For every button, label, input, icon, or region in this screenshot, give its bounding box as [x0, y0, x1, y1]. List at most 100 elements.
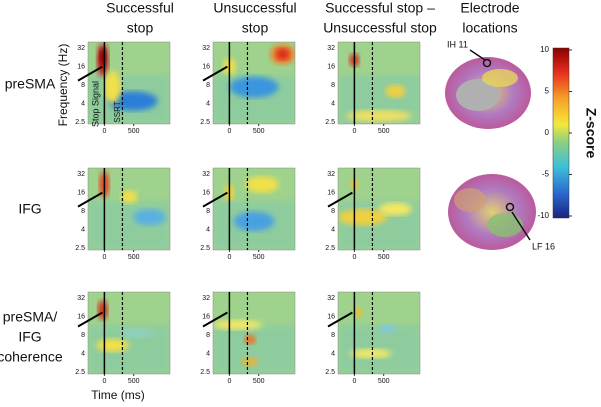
y-tick-label: 4: [81, 226, 85, 233]
y-tick-label: 16: [327, 189, 335, 196]
y-tick-label: 4: [206, 226, 210, 233]
arrow: [77, 311, 103, 328]
x-tick-label: 0: [102, 378, 106, 385]
y-tick-label: 16: [202, 63, 210, 70]
electrode-label: IH 11: [447, 39, 468, 49]
y-tick-label: 2.5: [325, 119, 335, 126]
y-tick-label: 8: [206, 208, 210, 215]
y-tick-label: 2.5: [75, 369, 85, 376]
x-tick-label: 500: [128, 378, 140, 385]
y-tick-label: 4: [331, 350, 335, 357]
panel-shade: [213, 324, 295, 374]
y-tick-label: 16: [202, 189, 210, 196]
y-tick-label: 8: [331, 208, 335, 215]
ssrt-label: SSRT: [113, 101, 122, 122]
activity-blob: [108, 91, 158, 111]
activity-blob: [133, 209, 166, 226]
x-tick-label: 500: [253, 128, 265, 135]
y-tick-label: 8: [331, 82, 335, 89]
arrow: [77, 65, 103, 82]
x-tick-label: 500: [128, 254, 140, 261]
y-tick-label: 4: [331, 100, 335, 107]
x-tick-label: 0: [227, 378, 231, 385]
panel-content: [338, 168, 420, 250]
panel-frame: [87, 41, 171, 125]
spectrogram-panel: 32 16 8 4 2.5 0 500: [200, 291, 296, 385]
arrow: [202, 191, 228, 208]
x-tick-label: 500: [253, 378, 265, 385]
panel-content: [338, 42, 420, 124]
panel-frame: [212, 41, 296, 125]
spectrogram-panel: 32 16 8 4 2.5 0 500: [325, 41, 421, 135]
colorbar-tick-label: -5: [542, 170, 550, 179]
column-title: stop: [242, 20, 269, 36]
activity-blob: [213, 319, 263, 330]
x-tick-label: 500: [378, 254, 390, 261]
y-tick-label: 4: [206, 350, 210, 357]
y-tick-label: 32: [327, 45, 335, 52]
y-tick-label: 32: [202, 295, 210, 302]
y-tick-label: 32: [327, 295, 335, 302]
activity-blob: [241, 357, 259, 366]
y-tick-label: 16: [327, 313, 335, 320]
y-tick-label: 32: [327, 171, 335, 178]
y-tick-label: 16: [202, 313, 210, 320]
x-tick-label: 0: [102, 254, 106, 261]
y-tick-label: 32: [77, 45, 85, 52]
y-tick-label: 2.5: [325, 245, 335, 252]
activity-blob: [350, 348, 392, 359]
colorbar-label: Z-score: [583, 108, 599, 159]
activity-blob: [379, 202, 412, 216]
y-tick-label: 32: [77, 295, 85, 302]
spectrogram-panel: 32 16 8 4 2.5 0 500: [200, 167, 296, 261]
x-tick-label: 500: [128, 128, 140, 135]
brain-lateral: [448, 174, 536, 250]
panel-content: [213, 168, 295, 250]
colorbar-tick-label: -10: [537, 211, 549, 220]
y-tick-label: 16: [77, 189, 85, 196]
y-tick-label: 16: [327, 63, 335, 70]
panel-content: [213, 292, 295, 374]
colorbar-tick-label: 5: [545, 87, 550, 96]
activity-blob: [120, 190, 138, 204]
spectrogram-panel: 32 16 8 4 2.5 0 500: [200, 41, 296, 135]
panel-frame: [212, 291, 296, 375]
y-axis-label: Frequency (Hz): [56, 44, 70, 127]
panel-frame: [337, 167, 421, 251]
spectrogram-panel: 32 16 8 4 2.5 0 500: [325, 167, 421, 261]
activity-blob: [97, 300, 108, 320]
column-title: Electrode: [460, 0, 519, 16]
panel-content: [88, 292, 170, 374]
y-tick-label: 8: [81, 332, 85, 339]
activity-blob: [276, 48, 290, 61]
activity-blob: [385, 84, 406, 98]
spectrogram-panel: 32 16 8 4 2.5 0 500: [75, 167, 171, 261]
y-tick-label: 2.5: [200, 119, 210, 126]
brain-medial: [445, 57, 531, 129]
panel-frame: [337, 291, 421, 375]
x-axis-label: Time (ms): [91, 388, 145, 402]
arrow: [202, 65, 228, 82]
x-tick-label: 0: [227, 128, 231, 135]
y-tick-label: 32: [202, 171, 210, 178]
x-tick-label: 0: [102, 128, 106, 135]
activity-blob: [338, 209, 388, 226]
row-label: preSMA: [5, 76, 56, 92]
x-tick-label: 500: [378, 128, 390, 135]
column-title: Unsuccessful: [213, 0, 296, 16]
y-tick-label: 8: [81, 82, 85, 89]
y-tick-label: 2.5: [75, 245, 85, 252]
panel-frame: [87, 167, 171, 251]
y-tick-label: 2.5: [75, 119, 85, 126]
stop-signal-label: Stop Signal: [90, 81, 100, 127]
y-tick-label: 32: [202, 45, 210, 52]
arrow: [202, 311, 228, 328]
y-tick-label: 8: [331, 332, 335, 339]
column-title: stop: [127, 20, 154, 36]
activity-blob: [245, 176, 279, 193]
x-tick-label: 0: [352, 254, 356, 261]
y-tick-label: 4: [81, 100, 85, 107]
row-label: preSMA/: [3, 309, 58, 325]
spectrogram-panel: 32 16 8 4 2.5 0 500: [325, 291, 421, 385]
